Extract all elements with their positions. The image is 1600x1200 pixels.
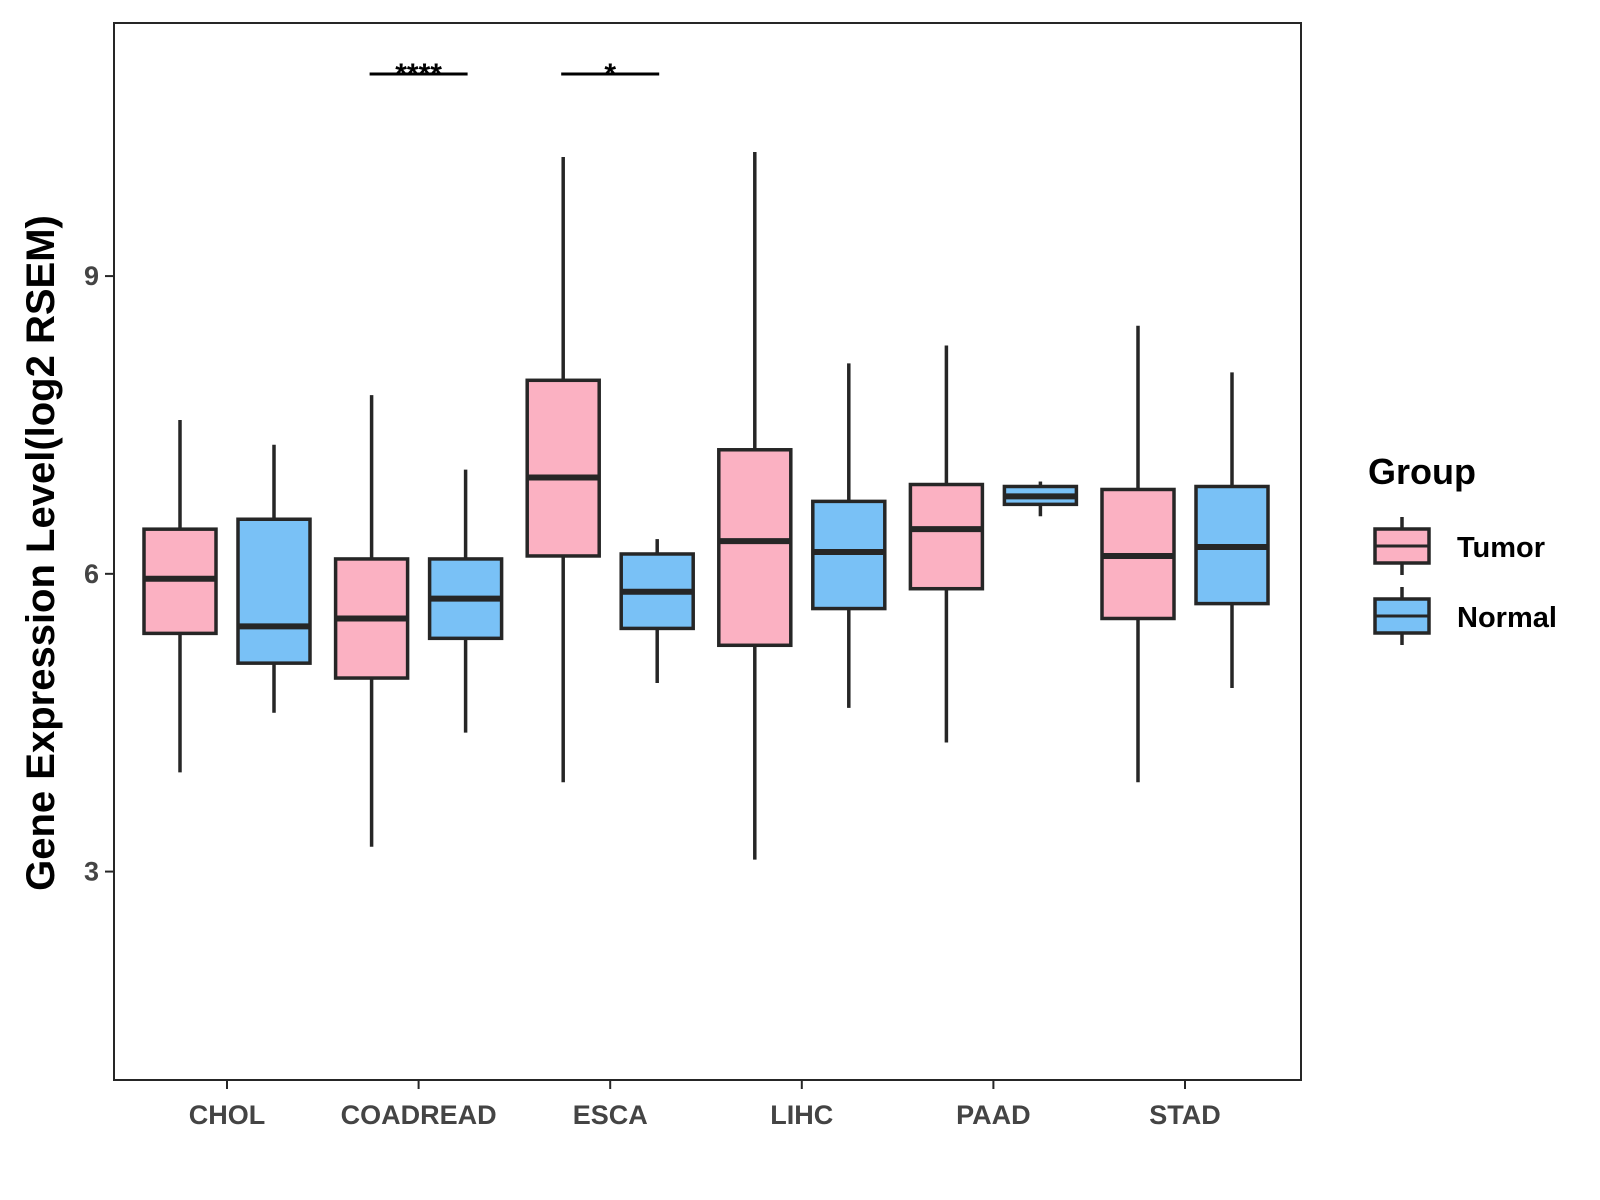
legend-key-normal: [1373, 587, 1431, 645]
legend-label-tumor: Tumor: [1457, 532, 1545, 564]
y-tick-label: 3: [84, 857, 99, 887]
iqr-box: [236, 517, 312, 665]
box-normal-esca: [619, 539, 695, 684]
box-tumor-chol: [142, 419, 218, 773]
legend: Group Tumor Normal: [1368, 451, 1557, 645]
box-tumor-coadread: [333, 395, 410, 847]
box-normal-chol: [236, 444, 312, 713]
legend-label-normal: Normal: [1457, 602, 1557, 634]
plot-panel: [113, 22, 1302, 1081]
iqr-box: [525, 378, 601, 558]
x-tick-label-stad: STAD: [1149, 1100, 1221, 1130]
box-tumor-esca: [525, 156, 601, 783]
iqr-box: [717, 448, 793, 648]
y-tick-label: 6: [84, 559, 99, 589]
legend-keys: [1373, 517, 1431, 645]
x-tick-label-esca: ESCA: [573, 1100, 648, 1130]
box-tumor-lihc: [717, 152, 793, 860]
box-normal-lihc: [811, 363, 887, 708]
box-normal-coadread: [427, 469, 504, 733]
significance-label: ****: [395, 58, 442, 91]
significance-label: *: [604, 58, 616, 91]
box-normal-paad: [1002, 481, 1079, 517]
box-normal-stad: [1194, 372, 1270, 688]
y-tick-label: 9: [84, 261, 99, 291]
x-axis: CHOL COADREAD ESCA LIHC PAAD STAD: [189, 1080, 1221, 1130]
x-tick-label-lihc: LIHC: [770, 1100, 833, 1130]
box-tumor-paad: [908, 345, 985, 743]
box-tumor-stad: [1100, 325, 1176, 783]
y-axis: 3 6 9: [84, 261, 114, 887]
x-tick-label-coadread: COADREAD: [341, 1100, 497, 1130]
significance-annotations: **** *: [369, 58, 660, 91]
iqr-box: [908, 482, 985, 591]
legend-key-tumor: [1373, 517, 1431, 575]
legend-title: Group: [1368, 451, 1476, 492]
y-axis-title: Gene Expression Level(log2 RSEM): [19, 215, 63, 891]
box-series: [142, 152, 1270, 860]
x-tick-label-chol: CHOL: [189, 1100, 266, 1130]
x-tick-label-paad: PAAD: [956, 1100, 1031, 1130]
